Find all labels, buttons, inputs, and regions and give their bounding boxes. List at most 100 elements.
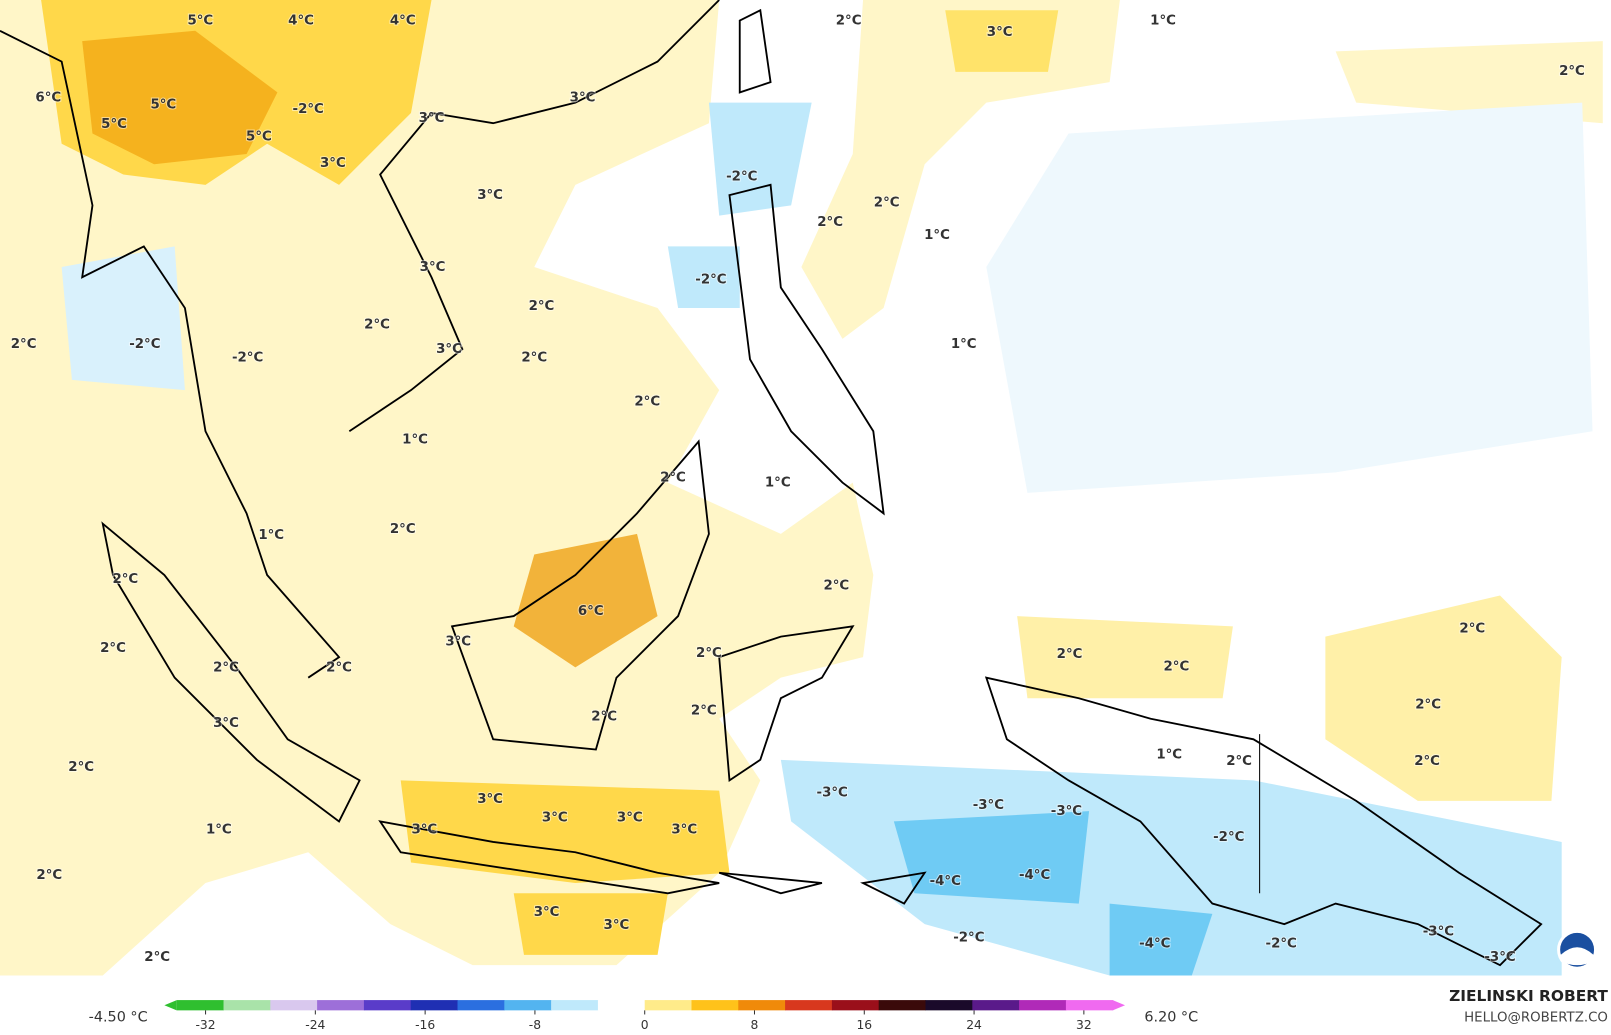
contour-label: 3°C — [213, 716, 239, 731]
contour-label: 4°C — [390, 14, 416, 29]
contour-label: 2°C — [144, 950, 170, 965]
coastlines — [0, 0, 1543, 967]
contour-label: 2°C — [112, 572, 138, 587]
contour-label: -3°C — [1423, 924, 1454, 939]
contour-label: 3°C — [542, 810, 568, 825]
contour-label: -4°C — [1139, 937, 1170, 952]
contour-label: 1°C — [206, 823, 232, 838]
contour-label: 2°C — [213, 660, 239, 675]
contour-label: 3°C — [477, 792, 503, 807]
contour-label: -2°C — [953, 930, 984, 945]
contour-label: 2°C — [68, 760, 94, 775]
contour-label: 3°C — [445, 635, 471, 650]
contour-label: 2°C — [529, 299, 555, 314]
contour-label: 2°C — [100, 641, 126, 656]
contour-label: -2°C — [1266, 937, 1297, 952]
contour-label: 2°C — [364, 317, 390, 332]
colorbar-cell — [972, 1000, 1020, 1011]
colorbar-cell — [176, 1000, 225, 1011]
contour-label: 1°C — [765, 476, 791, 491]
contour-label: 2°C — [1057, 647, 1083, 662]
contour-label: 6°C — [35, 91, 61, 106]
contour-label: 2°C — [1415, 697, 1441, 712]
contour-label: -3°C — [817, 786, 848, 801]
contour-label: 1°C — [924, 228, 950, 243]
colorbar-background — [0, 985, 1611, 1035]
colorbar-cell — [738, 1000, 786, 1011]
contour-label: -4°C — [930, 874, 961, 889]
colorbar-tick-label: 0 — [641, 1018, 649, 1032]
contour-label: 2°C — [1226, 754, 1252, 769]
colorbar-tick-label: 32 — [1076, 1018, 1092, 1032]
credit-name: ZIELINSKI ROBERT — [1449, 987, 1608, 1005]
contour-label: 2°C — [660, 470, 686, 485]
contour-label: 2°C — [390, 522, 416, 537]
noaa-logo — [1557, 929, 1598, 970]
colorbar-cell — [223, 1000, 271, 1011]
colorbar-arrow-right — [1112, 1000, 1126, 1011]
contour-label: 3°C — [419, 111, 445, 126]
contour-label: 1°C — [1156, 748, 1182, 763]
colorbar-cell — [1065, 1000, 1114, 1011]
colorbar-cell — [597, 1000, 646, 1011]
colorbar-cell — [644, 1000, 693, 1011]
contour-label: 3°C — [671, 823, 697, 838]
contour-label: -2°C — [232, 350, 263, 365]
contour-label: -2°C — [293, 102, 324, 117]
contour-label: 3°C — [477, 188, 503, 203]
contour-label: 3°C — [604, 918, 630, 933]
contour-label: 2°C — [634, 394, 660, 409]
colorbar-max-label: 6.20 °C — [1144, 1010, 1198, 1026]
contour-label: 1°C — [951, 337, 977, 352]
colorbar-tick-label: 16 — [856, 1018, 872, 1032]
contour-label: 2°C — [36, 868, 62, 883]
colorbar-cell — [363, 1000, 412, 1011]
colorbar-cell — [410, 1000, 459, 1011]
contour-label: 5°C — [101, 117, 127, 132]
contour-label: -4°C — [1019, 868, 1050, 883]
contour-label: 3°C — [534, 905, 560, 920]
contour-label: 3°C — [420, 260, 446, 275]
colorbar-cell — [317, 1000, 365, 1011]
contour-label: 5°C — [187, 14, 213, 29]
contour-label: 3°C — [987, 25, 1013, 40]
contour-label: 2°C — [817, 215, 843, 230]
colorbar-tick-label: -16 — [415, 1018, 435, 1032]
credit-email: HELLO@ROBERTZ.CO — [1464, 1011, 1608, 1026]
anomaly-fill — [0, 0, 1603, 976]
colorbar-cell — [1019, 1000, 1067, 1011]
colorbar-cell — [925, 1000, 973, 1011]
contour-label: 5°C — [246, 130, 272, 145]
colorbar-cell — [831, 1000, 880, 1011]
contour-label: 6°C — [578, 604, 604, 619]
contour-label: -3°C — [1051, 804, 1082, 819]
contour-label: 2°C — [874, 195, 900, 210]
contour-label: 2°C — [823, 578, 849, 593]
colorbar-cell — [878, 1000, 927, 1011]
colorbar-cell — [457, 1000, 505, 1011]
colorbar-cell — [551, 1000, 599, 1011]
colorbar-arrow-left — [164, 1000, 177, 1011]
contour-label: 2°C — [691, 704, 717, 719]
colorbar-tick-label: 24 — [966, 1018, 982, 1032]
contour-label: 3°C — [436, 342, 462, 357]
contour-label: 2°C — [326, 660, 352, 675]
colorbar-tick-label: -32 — [195, 1018, 215, 1032]
colorbar-cell — [504, 1000, 552, 1011]
colorbar-tick-label: -24 — [305, 1018, 325, 1032]
contour-label: -2°C — [129, 337, 160, 352]
contour-label: 1°C — [258, 528, 284, 543]
contour-label: 3°C — [411, 823, 437, 838]
contour-label: -2°C — [726, 170, 757, 185]
contour-label: 3°C — [617, 810, 643, 825]
contour-label: -3°C — [1484, 950, 1515, 965]
colorbar-tick-label: -8 — [529, 1018, 541, 1032]
contour-label: 1°C — [402, 432, 428, 447]
contour-label: 2°C — [1414, 754, 1440, 769]
colorbar-tick-label: 8 — [751, 1018, 759, 1032]
contour-label: 5°C — [150, 98, 176, 113]
contour-label: -2°C — [1213, 830, 1244, 845]
contour-label: 4°C — [288, 14, 314, 29]
colorbar-cell — [691, 1000, 739, 1011]
